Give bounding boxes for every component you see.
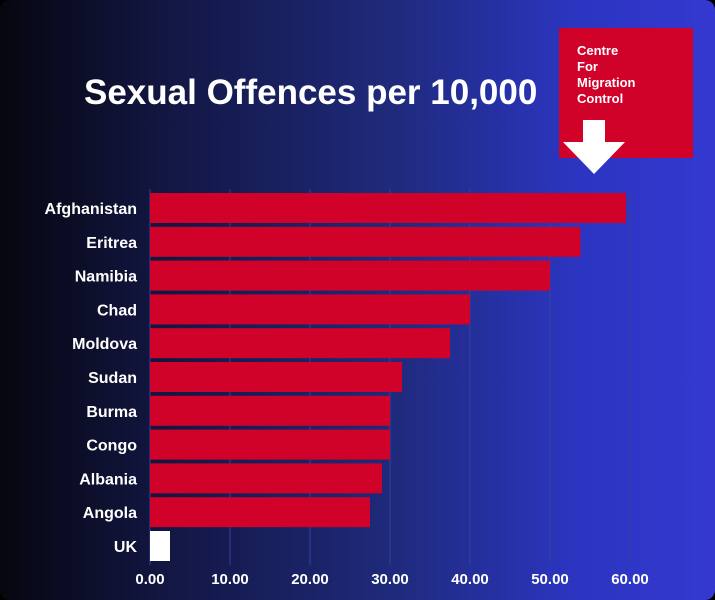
bar-afghanistan: [150, 193, 626, 223]
bar-angola: [150, 497, 370, 528]
bar-uk: [150, 531, 170, 561]
bar-eritrea: [150, 226, 581, 257]
centre-for-migration-control-logo: Centre For Migration Control: [559, 28, 693, 174]
bar-albania: [150, 463, 382, 494]
bar-moldova: [150, 328, 450, 359]
x-tick-label-5: 50.00: [531, 571, 569, 588]
category-label-angola: Angola: [83, 505, 137, 522]
logo-line-3: Migration: [577, 75, 636, 90]
category-label-chad: Chad: [97, 302, 137, 319]
logo-line-4: Control: [577, 91, 624, 106]
bar-congo: [150, 429, 390, 460]
category-label-congo: Congo: [86, 438, 137, 455]
x-tick-label-2: 20.00: [291, 571, 329, 588]
bar-burma: [150, 395, 390, 426]
x-tick-label-3: 30.00: [371, 571, 409, 588]
bar-chad: [150, 294, 470, 325]
x-tick-label-0: 0.00: [135, 571, 164, 588]
down-arrow-icon: [563, 120, 625, 174]
category-label-namibia: Namibia: [75, 269, 137, 286]
bar-namibia: [150, 260, 550, 291]
category-label-albania: Albania: [79, 471, 137, 488]
x-tick-label-4: 40.00: [451, 571, 489, 588]
category-label-burma: Burma: [86, 404, 137, 421]
category-label-uk: UK: [114, 539, 138, 556]
x-tick-label-6: 60.00: [611, 571, 649, 588]
logo-text: Centre For Migration Control: [577, 43, 636, 107]
chart-title: Sexual Offences per 10,000: [84, 73, 538, 112]
category-label-sudan: Sudan: [88, 370, 137, 387]
category-label-afghanistan: Afghanistan: [45, 201, 137, 218]
x-tick-label-1: 10.00: [211, 571, 249, 588]
logo-line-2: For: [577, 59, 598, 74]
bar-sudan: [150, 362, 402, 392]
category-label-eritrea: Eritrea: [86, 235, 137, 252]
category-label-moldova: Moldova: [72, 336, 137, 353]
logo-line-1: Centre: [577, 43, 619, 58]
